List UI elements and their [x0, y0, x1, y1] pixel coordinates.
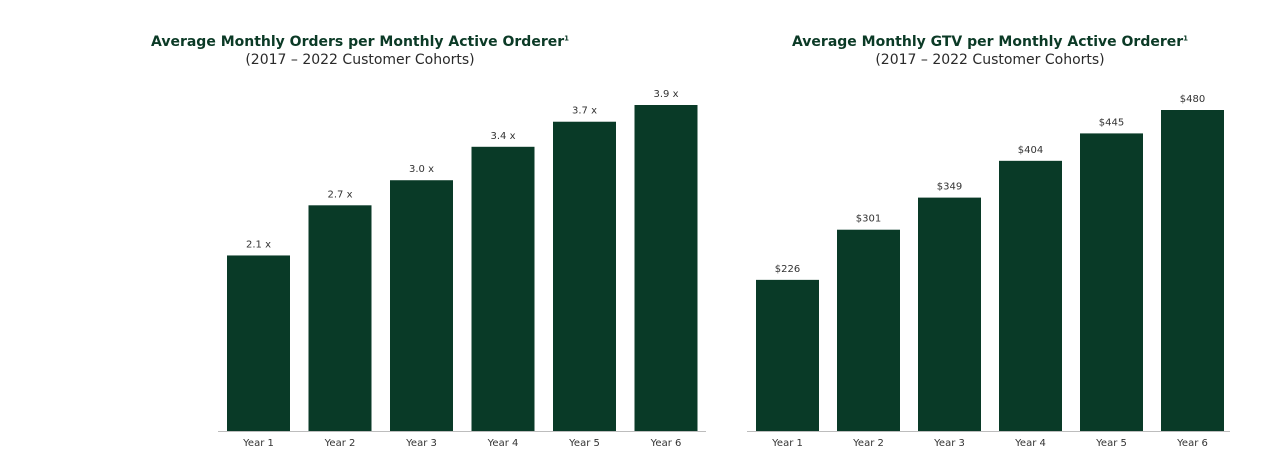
- gtv-data-label-5: $445: [1099, 117, 1124, 128]
- orders-bar-3: [390, 180, 453, 431]
- gtv-x-tick-1: Year 1: [771, 438, 803, 449]
- orders-x-tick-2: Year 2: [324, 438, 356, 449]
- orders-data-label-2: 2.7 x: [328, 189, 353, 200]
- gtv-x-tick-3: Year 3: [933, 438, 965, 449]
- gtv-bar-2: [837, 229, 900, 431]
- orders-x-tick-5: Year 5: [568, 438, 600, 449]
- orders-x-tick-1: Year 1: [242, 438, 274, 449]
- orders-bar-6: [634, 105, 698, 431]
- gtv-bar-6: [1161, 110, 1224, 431]
- gtv-bar-3: [918, 197, 981, 431]
- gtv-x-tick-2: Year 2: [852, 438, 884, 449]
- gtv-bar-1: [756, 279, 819, 431]
- gtv-title-footnote: 1: [1183, 34, 1189, 43]
- orders-data-label-3: 3.0 x: [409, 164, 434, 175]
- gtv-x-tick-6: Year 6: [1176, 438, 1208, 449]
- orders-bar-4: [471, 146, 535, 432]
- orders-bar-1: [227, 255, 290, 431]
- orders-chart-subtitle: (2017 – 2022 Customer Cohorts): [245, 52, 475, 68]
- gtv-data-label-1: $226: [775, 264, 800, 275]
- orders-data-label-1: 2.1 x: [246, 239, 271, 250]
- orders-bar-2: [308, 205, 372, 431]
- orders-data-label-5: 3.7 x: [572, 106, 597, 117]
- orders-chart-title: Average Monthly Orders per Monthly Activ…: [151, 34, 569, 50]
- gtv-x-tick-5: Year 5: [1095, 438, 1127, 449]
- orders-x-tick-3: Year 3: [405, 438, 437, 449]
- gtv-data-label-4: $404: [1018, 145, 1043, 156]
- gtv-bar-4: [999, 160, 1062, 431]
- orders-chart-panel: Average Monthly Orders per Monthly Activ…: [151, 34, 706, 449]
- gtv-x-tick-4: Year 4: [1014, 438, 1046, 449]
- gtv-chart-subtitle: (2017 – 2022 Customer Cohorts): [875, 52, 1105, 68]
- orders-bar-chart: 2.1 x Year 1 2.7 x Year 2 3.0 x Year 3 3.4 x Ye…: [218, 89, 706, 449]
- gtv-data-label-3: $349: [937, 182, 962, 193]
- gtv-data-label-2: $301: [856, 214, 881, 225]
- gtv-chart-panel: Average Monthly GTV per Monthly Active O…: [730, 0, 1250, 460]
- orders-x-tick-4: Year 4: [487, 438, 519, 449]
- orders-data-label-6: 3.9 x: [654, 89, 679, 100]
- orders-x-tick-6: Year 6: [650, 438, 682, 449]
- gtv-bar-5: [1080, 133, 1143, 431]
- orders-bar-5: [553, 121, 616, 431]
- orders-data-label-4: 3.4 x: [491, 131, 516, 142]
- gtv-data-label-6: $480: [1180, 94, 1205, 105]
- gtv-chart-title: Average Monthly GTV per Monthly Active O…: [791, 34, 1189, 50]
- orders-title-footnote: 1: [564, 34, 569, 43]
- gtv-bar-chart: $226 Year 1 $301 Year 2 $349 Year 3 $404 Year 4…: [747, 94, 1230, 449]
